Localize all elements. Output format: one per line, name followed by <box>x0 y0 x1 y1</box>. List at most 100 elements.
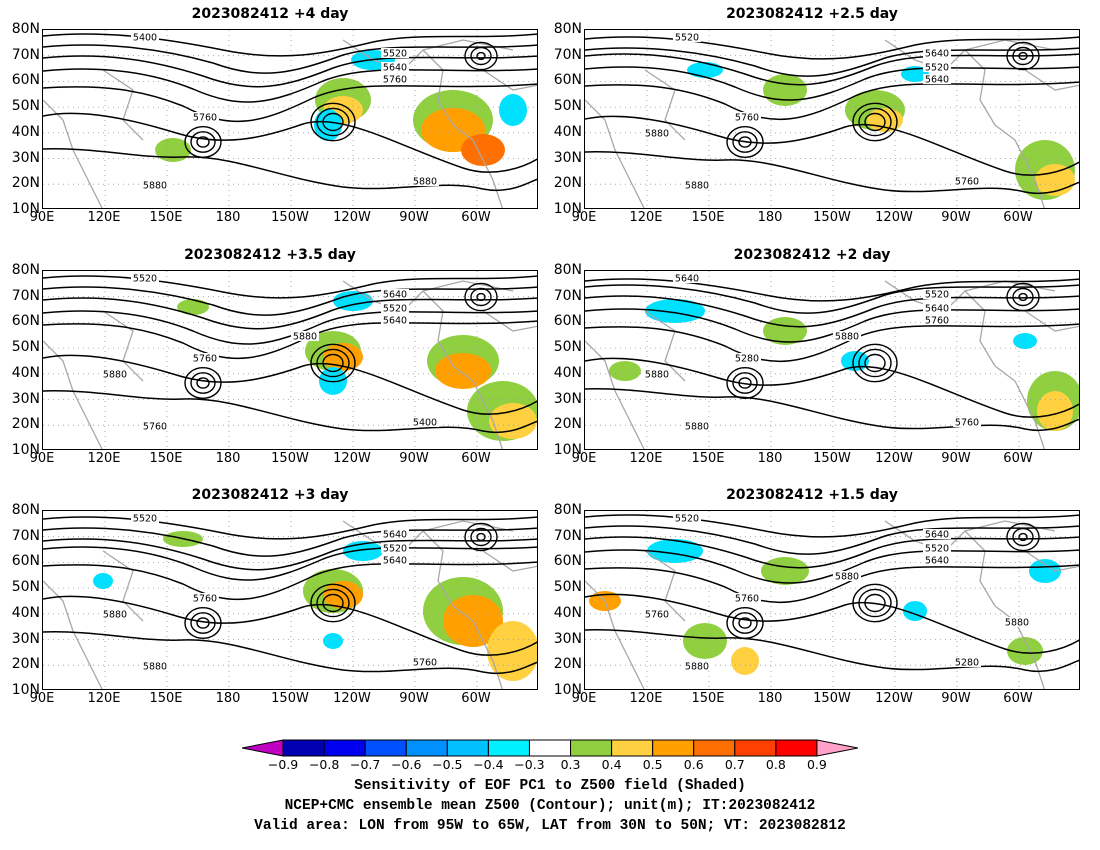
x-axis-label: 180 <box>757 210 783 225</box>
svg-text:5760: 5760 <box>735 594 759 605</box>
x-axis-label: 150E <box>691 210 725 225</box>
closed-contour <box>1006 41 1040 71</box>
contour-label: 5640 <box>923 303 951 315</box>
colorbar-segment <box>611 739 654 757</box>
contour-label: 5400 <box>411 417 439 429</box>
map-frame: 5520 5640 5520 5640 5760 5760 5880 5880 <box>584 29 1080 209</box>
colorbar-segment <box>487 739 530 757</box>
contour-line <box>585 115 1079 176</box>
contour-line <box>43 68 537 103</box>
x-axis-label: 90E <box>29 691 55 706</box>
shading-region <box>155 138 191 162</box>
closed-contour <box>310 102 356 142</box>
coastline <box>964 49 1046 208</box>
x-axis-label: 150E <box>691 691 725 706</box>
map-frame: 5400 5520 5640 5760 5760 5880 5880 <box>42 29 538 209</box>
x-axis-label: 90W <box>941 210 971 225</box>
y-axis-label: 40N <box>11 364 40 381</box>
svg-text:5760: 5760 <box>955 177 979 188</box>
y-axis-label: 20N <box>11 416 40 433</box>
svg-text:5520: 5520 <box>675 33 699 44</box>
coastline <box>884 520 1056 552</box>
shading-region <box>609 361 641 381</box>
svg-text:5400: 5400 <box>413 418 437 429</box>
contour-line <box>585 284 1079 314</box>
colorbar-tick-label: −0.5 <box>432 757 463 772</box>
y-axis-label: 80N <box>11 502 40 518</box>
contour-label: 5880 <box>291 331 319 343</box>
contour-label: 5760 <box>643 609 671 621</box>
x-axis-label: 120E <box>87 691 121 706</box>
coastline <box>1024 69 1079 91</box>
svg-text:5280: 5280 <box>735 354 759 365</box>
contour-label: 5520 <box>131 513 159 525</box>
x-axis-label: 120E <box>629 451 663 466</box>
closed-contour <box>470 287 492 307</box>
x-axis-label: 90W <box>941 691 971 706</box>
y-axis-label: 80N <box>553 502 582 518</box>
coastline <box>644 550 686 622</box>
colorbar-tick-label: −0.3 <box>514 757 545 772</box>
contour-line <box>585 47 1079 77</box>
colorbar-tick-label: −0.6 <box>391 757 422 772</box>
contour-line <box>585 151 1079 195</box>
coastline <box>884 39 1056 71</box>
x-axis-label: 150E <box>149 691 183 706</box>
contour-line <box>43 538 537 571</box>
y-axis-label: 60N <box>11 553 40 570</box>
y-axis-label: 10N <box>553 201 582 217</box>
y-axis-label: 30N <box>11 630 40 647</box>
closed-contour <box>464 522 498 552</box>
contour-label: 5760 <box>733 593 761 605</box>
closed-contour <box>190 131 216 153</box>
closed-contour <box>732 612 758 634</box>
svg-text:5760: 5760 <box>955 418 979 429</box>
map-panel-5: 2023082412 +3 day 5520 5640 5520 5640 5760 57… <box>0 486 540 721</box>
contour-line <box>585 357 1079 418</box>
svg-text:5760: 5760 <box>735 113 759 124</box>
y-axis-label: 10N <box>11 682 40 698</box>
closed-contour <box>738 617 752 629</box>
x-axis-label: 120E <box>87 451 121 466</box>
contour-line <box>43 516 537 540</box>
y-axis-label: 20N <box>11 175 40 192</box>
svg-text:5880: 5880 <box>143 662 167 673</box>
y-axis-label: 10N <box>553 442 582 458</box>
closed-contour <box>190 372 216 394</box>
panel-title: 2023082412 +3 day <box>191 487 349 503</box>
closed-contour <box>726 366 764 399</box>
x-axis-label: 150W <box>271 451 309 466</box>
contour-line <box>43 286 537 316</box>
svg-text:5880: 5880 <box>685 181 709 192</box>
x-axis-label: 150W <box>813 691 851 706</box>
colorbar-arrow-low <box>242 739 284 757</box>
contour-label: 5640 <box>381 529 409 541</box>
colorbar-tick-label: 0.8 <box>765 757 786 772</box>
contour-label: 5640 <box>381 289 409 301</box>
map-panel-3: 2023082412 +3.5 day 5520 5640 5520 5640 5760… <box>0 246 540 481</box>
y-axis-label: 10N <box>11 201 40 217</box>
contour-label: 5640 <box>923 48 951 60</box>
colorbar-segment <box>323 739 366 757</box>
x-axis-label: 60W <box>461 451 491 466</box>
contour-label: 5520 <box>381 48 409 60</box>
closed-contour <box>858 348 892 378</box>
x-axis-label: 150E <box>149 451 183 466</box>
shading-region <box>499 94 527 126</box>
contour-line <box>43 33 537 57</box>
contour-label: 5640 <box>381 62 409 74</box>
x-axis-label: 120E <box>629 691 663 706</box>
x-axis-label: 90E <box>571 210 597 225</box>
coastline <box>43 580 103 689</box>
coastline <box>585 99 645 208</box>
x-axis-label: 120W <box>875 691 913 706</box>
svg-text:5520: 5520 <box>925 63 949 74</box>
contour-line <box>43 595 537 656</box>
contour-label: 5280 <box>953 657 981 669</box>
x-axis-label: 180 <box>215 691 241 706</box>
contour-label: 5520 <box>131 273 159 285</box>
closed-contour <box>316 588 350 618</box>
closed-contour <box>316 348 350 378</box>
y-axis-label: 30N <box>553 149 582 166</box>
